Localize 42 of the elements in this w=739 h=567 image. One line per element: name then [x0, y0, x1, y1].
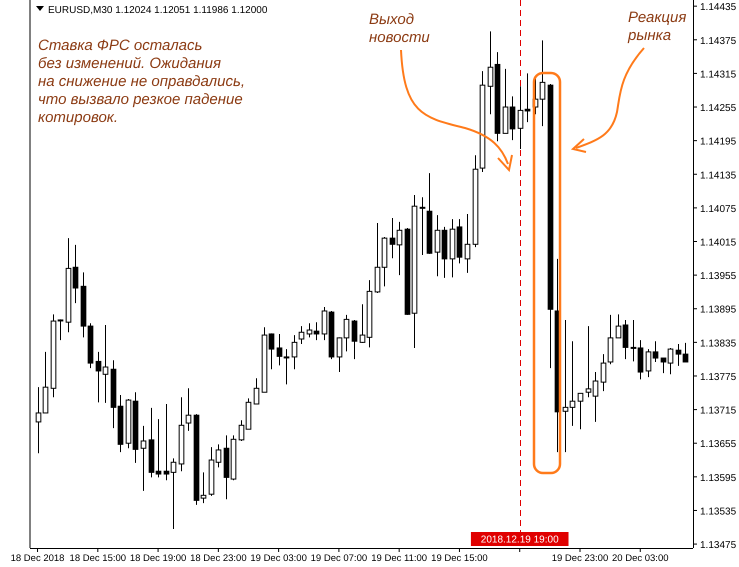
x-tick-label: 20 Dec 03:00 [612, 553, 669, 564]
y-tick-label: 1.13595 [700, 472, 737, 484]
x-tick-label: 19 Dec 07:00 [310, 553, 368, 564]
x-tick-label: 19 Dec 23:00 [552, 553, 608, 564]
y-tick-label: 1.14255 [700, 103, 737, 114]
candlestick [352, 319, 358, 360]
x-tick-label: 18 Dec 23:00 [190, 553, 247, 564]
candlestick [600, 354, 606, 392]
y-tick-label: 1.14435 [700, 2, 737, 14]
candlestick [464, 214, 470, 274]
candlestick [420, 196, 426, 256]
annotation: Выход новости [369, 11, 430, 46]
y-tick-label: 1.13715 [700, 406, 737, 417]
candlestick [578, 392, 584, 430]
annotation: Реакция рынка [627, 9, 686, 44]
y-tick-label: 1.13655 [700, 439, 737, 450]
candlestick [186, 388, 192, 432]
text: EURUSD,M30 1.12024 1.12051 1.11986 1.12000 [48, 5, 268, 16]
candlestick [292, 334, 298, 370]
y-tick-label: 1.13775 [700, 372, 737, 383]
y-tick-label: 1.14075 [700, 204, 737, 215]
candlestick [298, 326, 304, 345]
x-tick-label: 19 Dec 15:00 [431, 553, 488, 564]
y-tick-label: 1.13955 [700, 271, 737, 282]
x-tick-label: 18 Dec 19:00 [130, 553, 186, 564]
y-tick-label: 1.14195 [700, 136, 737, 148]
y-tick-label: 1.14135 [700, 170, 737, 182]
x-tick-label: 19 Dec 03:00 [250, 553, 307, 564]
x-tick-label: 18 Dec 15:00 [70, 553, 126, 564]
y-tick-label: 1.13475 [700, 540, 737, 552]
candlestick [254, 378, 260, 404]
x-tick-label: 19 Dec 11:00 [371, 553, 428, 564]
y-tick-label: 1.14015 [700, 238, 737, 248]
candlestick [140, 425, 146, 492]
y-tick-label: 1.13835 [700, 338, 737, 350]
ref-line-label: 2018.12.19 19:00 [480, 534, 560, 546]
y-tick-label: 1.13535 [700, 506, 737, 518]
annotation: Ставка ФРС осталась без изменений. Ожидания на снижение не оправдались, что вызвало резкое падение котировок. [38, 37, 245, 126]
y-tick-label: 1.14375 [700, 36, 737, 47]
y-tick-label: 1.14315 [700, 69, 737, 80]
y-tick-label: 1.13895 [700, 304, 737, 316]
x-tick-label: 18 Dec 2018 [10, 553, 64, 564]
